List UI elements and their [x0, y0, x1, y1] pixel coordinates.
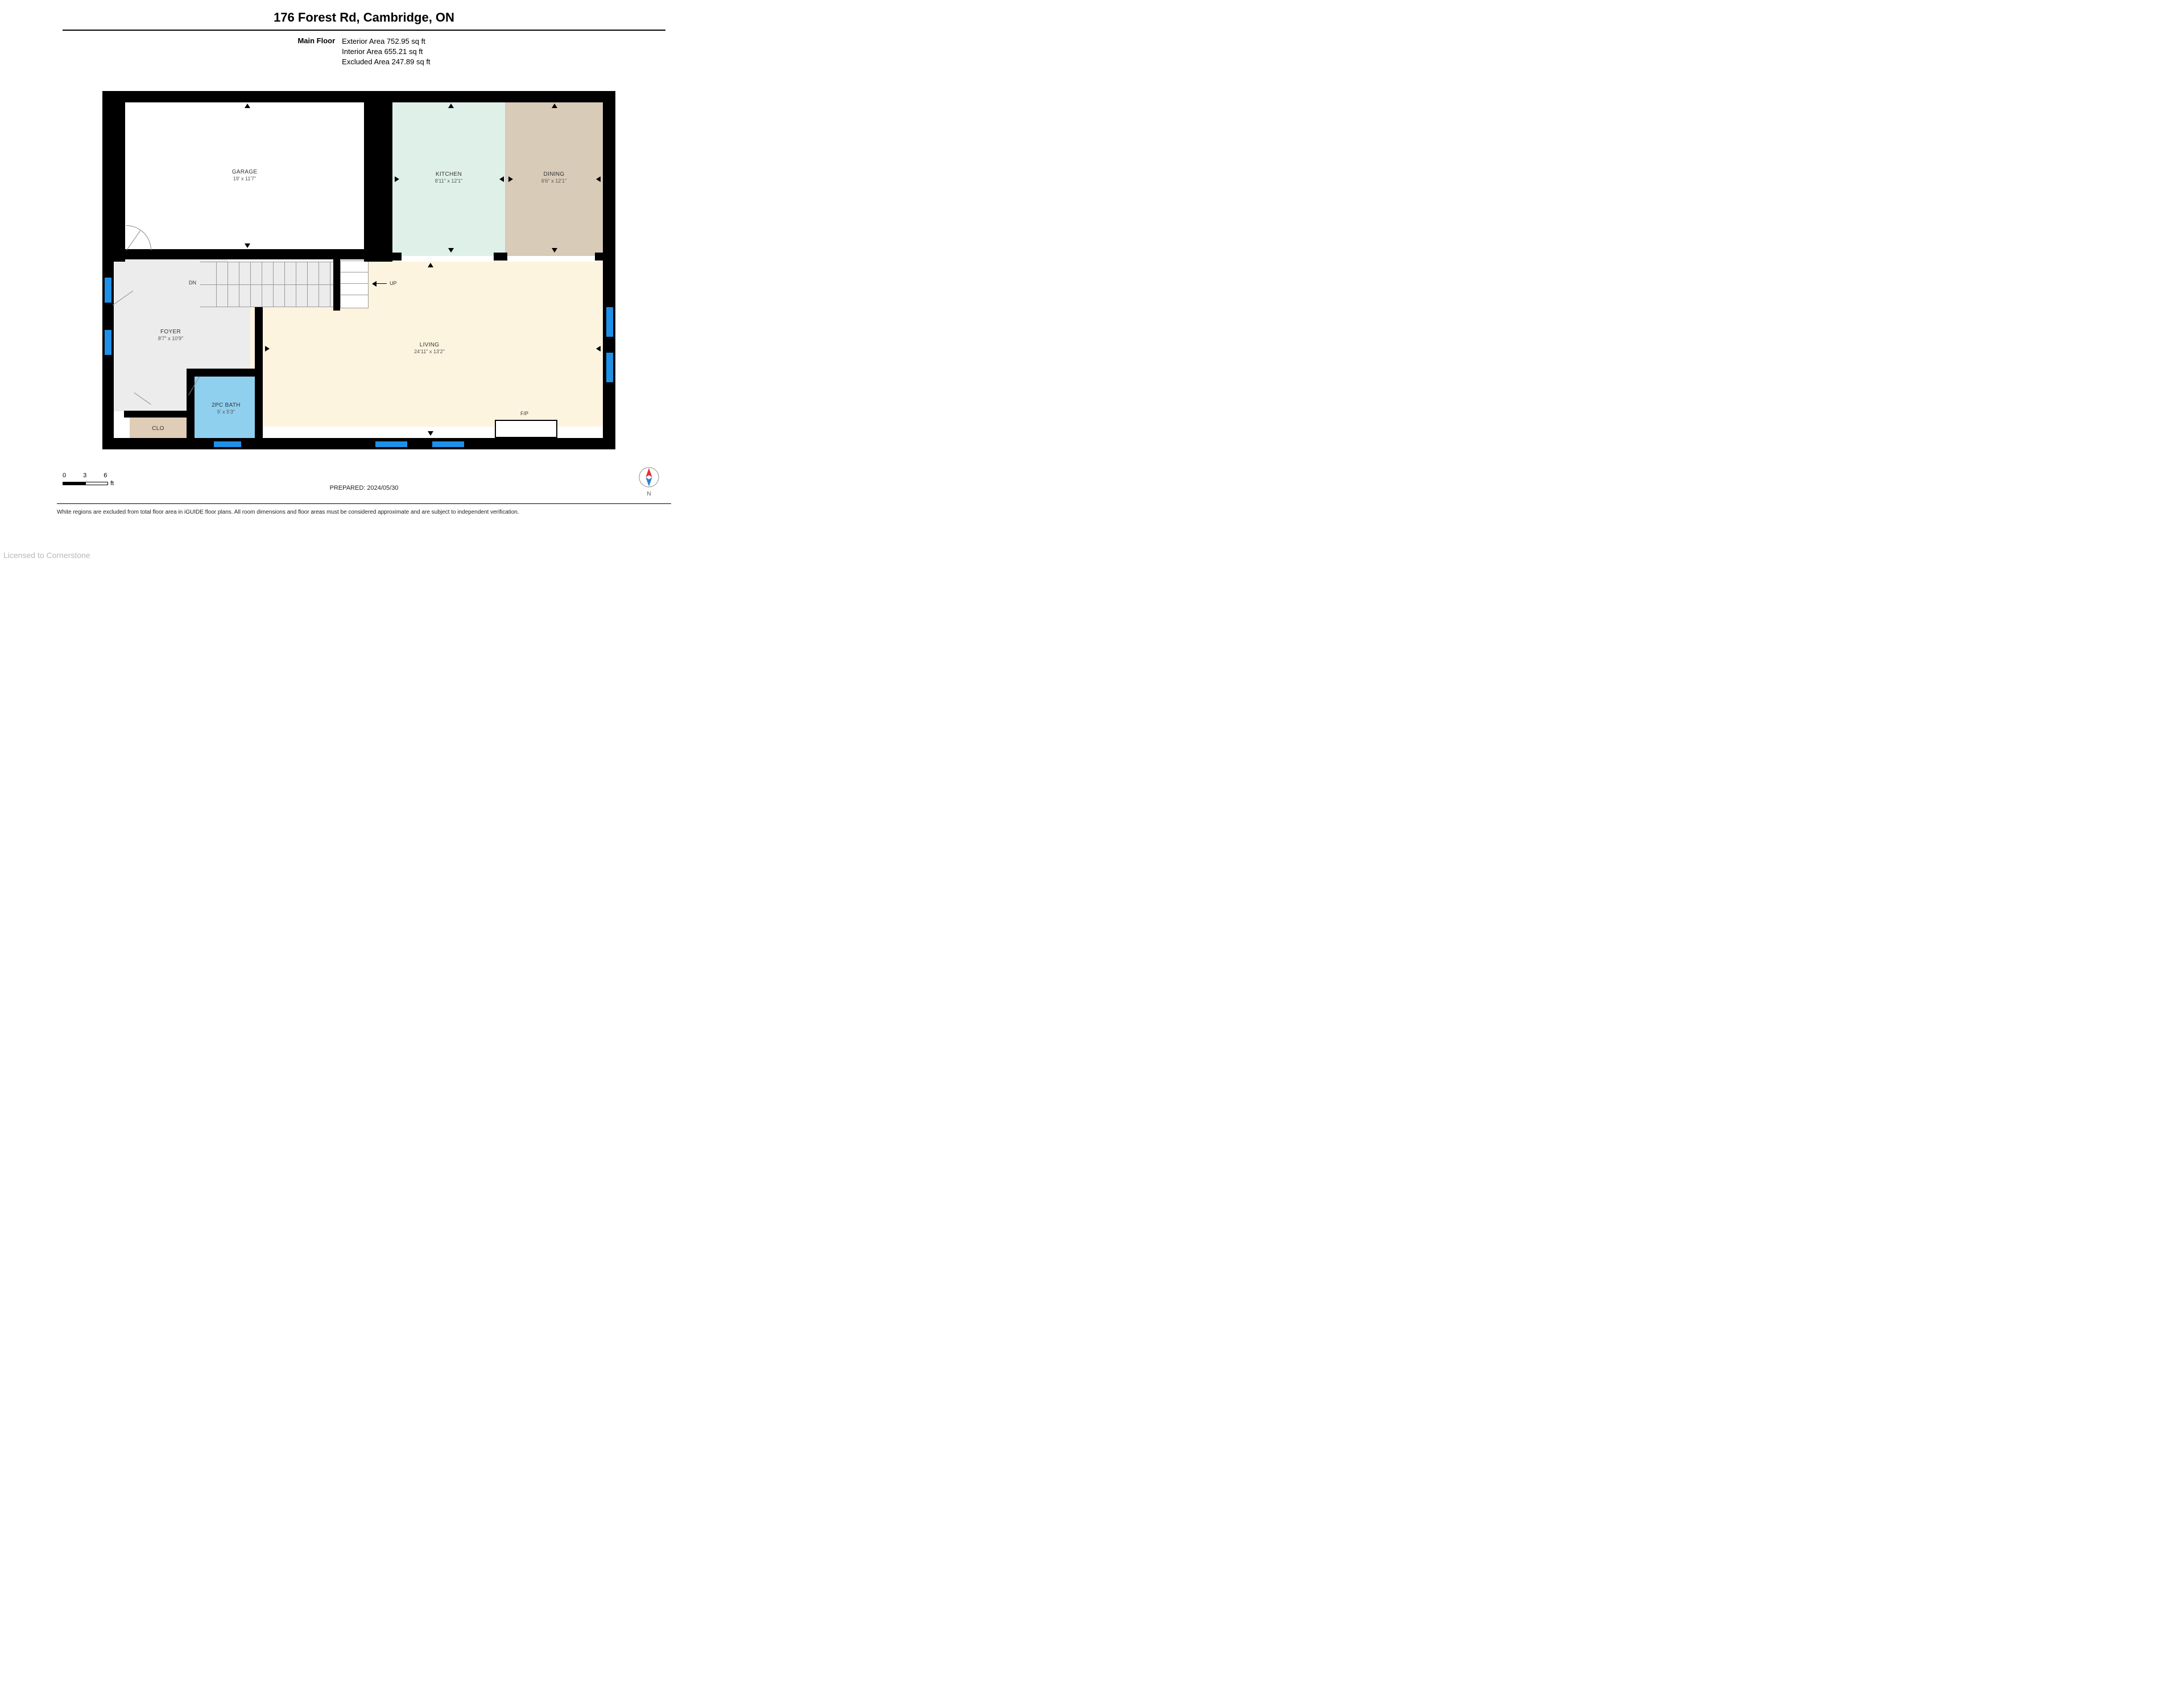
- room-kitchen: KITCHEN 8'11" x 12'1": [392, 99, 505, 256]
- wall: [123, 249, 366, 259]
- dim-arrow-icon: [428, 263, 433, 267]
- dining-dim: 6'6" x 12'1": [541, 178, 566, 185]
- dim-arrow-icon: [265, 346, 270, 352]
- exterior-area: Exterior Area 752.95 sq ft: [342, 36, 430, 47]
- scale-6: 6: [104, 472, 107, 479]
- stair-tread: [318, 262, 319, 307]
- dn-label: DN: [189, 280, 196, 286]
- floor-plan: GARAGE 19' x 11'7" KITCHEN 8'11" x 12'1"…: [102, 91, 626, 449]
- window: [105, 278, 111, 303]
- dining-name: DINING: [544, 171, 565, 178]
- window: [214, 441, 241, 447]
- interior-area: Interior Area 655.21 sq ft: [342, 47, 430, 57]
- title-underline: [63, 30, 665, 31]
- scale-0: 0: [63, 472, 66, 479]
- wall: [391, 253, 402, 261]
- floor-label: Main Floor: [297, 36, 335, 68]
- bath-name: 2PC BATH: [212, 402, 241, 409]
- dim-arrow-icon: [448, 104, 454, 108]
- wall: [187, 369, 262, 377]
- wall: [255, 369, 263, 441]
- dim-arrow-icon: [552, 248, 557, 253]
- dim-arrow-icon: [499, 176, 504, 182]
- window: [606, 353, 613, 382]
- dim-arrow-icon: [395, 176, 399, 182]
- window: [606, 307, 613, 337]
- wall: [102, 91, 615, 102]
- dim-arrow-icon: [448, 248, 454, 253]
- fireplace: [495, 420, 557, 438]
- stair-tread: [250, 262, 251, 307]
- dim-arrow-icon: [428, 431, 433, 436]
- wall: [494, 253, 507, 261]
- living-name: LIVING: [250, 341, 609, 349]
- stair-tread: [216, 262, 217, 307]
- compass-icon: N: [638, 466, 660, 495]
- stair-tread: [307, 262, 308, 307]
- wall: [255, 307, 263, 374]
- footer-line: [57, 503, 671, 504]
- excluded-area: Excluded Area 247.89 sq ft: [342, 57, 430, 67]
- area-info: Main Floor Exterior Area 752.95 sq ft In…: [0, 36, 728, 68]
- dim-arrow-icon: [552, 104, 557, 108]
- stair-tread: [284, 262, 285, 307]
- living-dim: 24'11" x 13'2": [250, 349, 609, 356]
- wall: [187, 369, 195, 441]
- dim-arrow-icon: [245, 243, 250, 248]
- stairs-dn: [200, 262, 342, 307]
- wall: [124, 411, 188, 418]
- room-clo: CLO: [130, 417, 187, 440]
- garage-dim: 19' x 11'7": [233, 176, 257, 183]
- window: [105, 330, 111, 355]
- up-label: UP: [390, 280, 397, 286]
- stairs-up: [340, 261, 369, 308]
- wall: [333, 258, 340, 311]
- disclaimer: White regions are excluded from total fl…: [57, 509, 671, 515]
- room-garage: GARAGE 19' x 11'7": [125, 99, 364, 251]
- wall: [364, 91, 392, 262]
- stair-tread: [273, 262, 274, 307]
- wall: [595, 253, 605, 261]
- up-arrow-shaft: [377, 283, 387, 284]
- window: [375, 441, 407, 447]
- bath-dim: 5' x 5'3": [217, 409, 235, 416]
- up-arrow-icon: [372, 281, 377, 287]
- window: [432, 441, 464, 447]
- scale-3: 3: [83, 472, 86, 479]
- kitchen-dim: 8'11" x 12'1": [435, 178, 463, 185]
- prepared-date: PREPARED: 2024/05/30: [0, 485, 728, 491]
- clo-name: CLO: [152, 425, 164, 432]
- page-title: 176 Forest Rd, Cambridge, ON: [0, 0, 728, 25]
- room-bath: 2PC BATH 5' x 5'3": [193, 375, 259, 441]
- dim-arrow-icon: [508, 176, 513, 182]
- foyer-dim: 8'7" x 10'9": [158, 336, 183, 342]
- garage-name: GARAGE: [232, 168, 258, 176]
- wall: [102, 91, 125, 262]
- dim-arrow-icon: [596, 176, 601, 182]
- fireplace-label: F/P: [520, 411, 528, 416]
- stair-tread: [340, 283, 369, 284]
- license-text: Licensed to Cornerstone: [3, 551, 90, 560]
- dim-arrow-icon: [596, 346, 601, 352]
- wall: [124, 438, 615, 449]
- foyer-name: FOYER: [160, 328, 181, 336]
- area-values: Exterior Area 752.95 sq ft Interior Area…: [342, 36, 430, 68]
- room-dining: DINING 6'6" x 12'1": [505, 99, 603, 256]
- dim-arrow-icon: [245, 104, 250, 108]
- compass-label: N: [638, 491, 660, 497]
- kitchen-name: KITCHEN: [436, 171, 462, 178]
- wall: [603, 91, 615, 449]
